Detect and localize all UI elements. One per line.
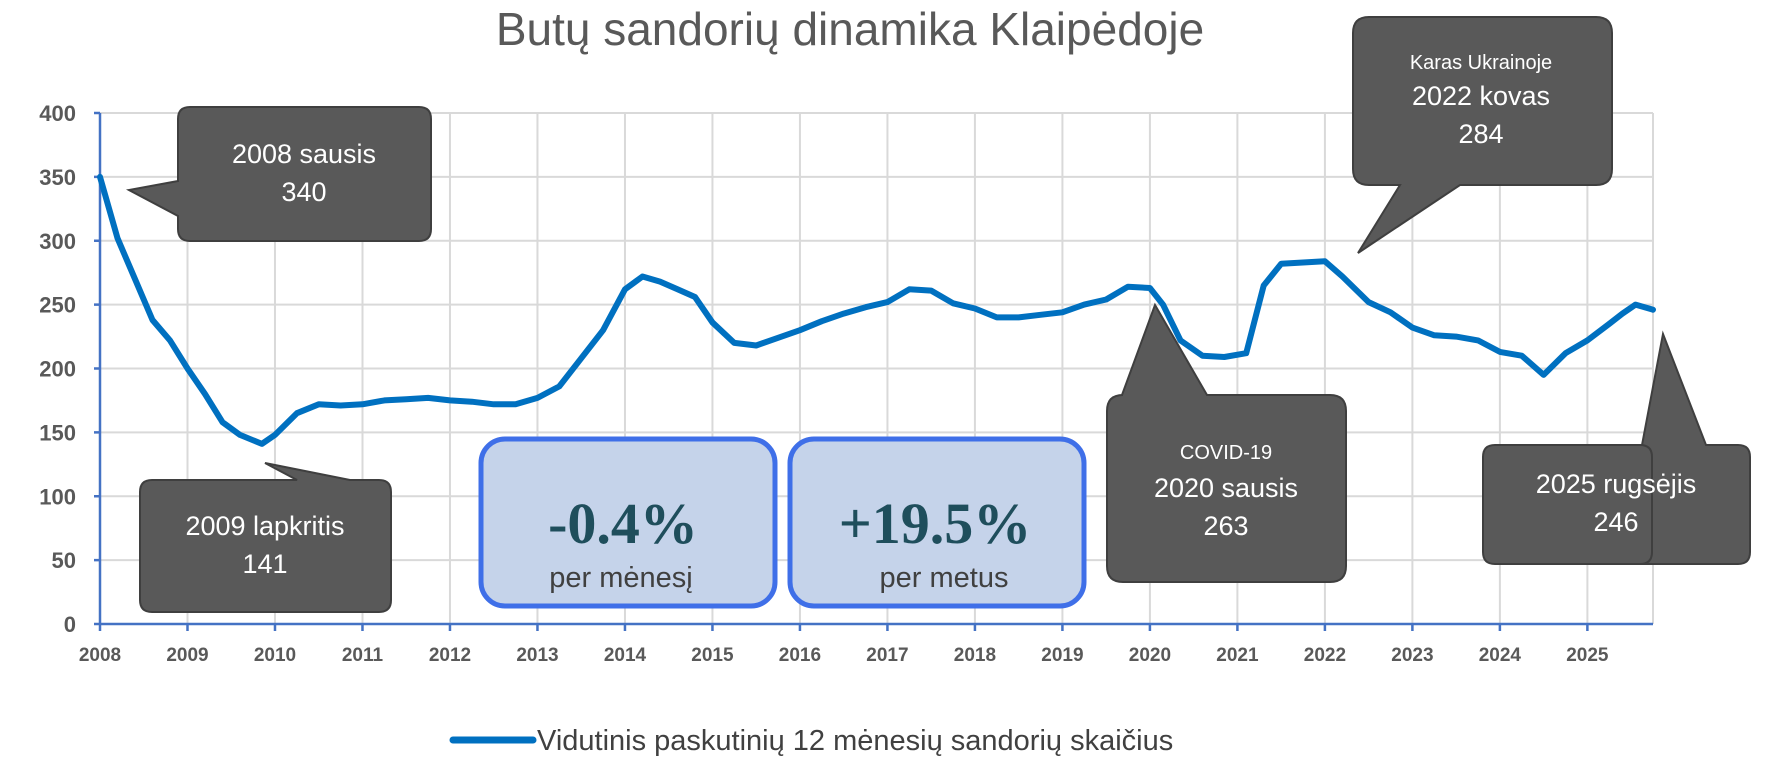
callout-2025-rugsejis: 2025 rugsėjis 246	[1482, 330, 1751, 565]
x-tick-label: 2020	[1129, 645, 1171, 666]
callout-label: 2025 rugsėjis	[1536, 469, 1697, 499]
yearly-change-label: per metus	[880, 562, 1009, 594]
x-tick-label: 2017	[866, 645, 908, 666]
y-tick-label: 250	[39, 293, 76, 318]
callout-label: 2009 lapkritis	[185, 511, 344, 541]
x-tick-label: 2019	[1041, 645, 1083, 666]
legend: Vidutinis paskutinių 12 mėnesių sandorių…	[449, 725, 1173, 757]
callout-note: Karas Ukrainoje	[1410, 52, 1552, 74]
x-tick-label: 2023	[1391, 645, 1433, 666]
yearly-change-value: +19.5%	[839, 491, 1032, 556]
series-layer	[97, 173, 1656, 447]
callout-value: 141	[242, 549, 287, 579]
callout-2020-sausis: COVID-19 2020 sausis 263	[1106, 302, 1347, 583]
x-tick-label: 2013	[516, 645, 558, 666]
x-tick-label: 2025	[1566, 645, 1609, 666]
legend-label: Vidutinis paskutinių 12 mėnesių sandorių…	[537, 725, 1173, 757]
callout-bubble	[1482, 330, 1751, 565]
x-tick-label: 2008	[79, 645, 121, 666]
callout-label: 2020 sausis	[1154, 473, 1298, 503]
callout-bubble	[125, 106, 432, 242]
monthly-change-box: -0.4% per mėnesį	[478, 436, 778, 609]
yearly-change-box-bg	[787, 436, 1087, 609]
callout-bubble	[1352, 16, 1613, 254]
x-tick-label: 2012	[429, 645, 471, 666]
callout-note: COVID-19	[1180, 442, 1272, 464]
y-tick-label: 100	[39, 484, 76, 509]
callout-bubble	[1106, 302, 1347, 583]
callout-value: 284	[1458, 119, 1503, 149]
callout-value: 263	[1203, 511, 1248, 541]
x-tick-label: 2016	[779, 645, 821, 666]
x-tick-label: 2014	[604, 645, 647, 666]
y-tick-label: 150	[39, 420, 76, 445]
x-tick-label: 2021	[1216, 645, 1259, 666]
x-tick-label: 2010	[254, 645, 296, 666]
x-tick-label: 2015	[691, 645, 734, 666]
series-line	[97, 173, 1656, 447]
monthly-change-box-bg	[478, 436, 778, 609]
callout-bubble	[139, 462, 392, 613]
x-axis-ticks: 2008 2009 2010 2011 2012 2013 2014 2015 2016 2017…	[79, 624, 1609, 666]
y-axis-ticks: 0 50 100 150 200 250 300 350 400	[39, 101, 100, 637]
x-tick-label: 2022	[1304, 645, 1346, 666]
x-tick-label: 2024	[1479, 645, 1522, 666]
y-tick-label: 400	[39, 101, 76, 126]
callout-label: 2022 kovas	[1412, 81, 1550, 111]
x-tick-label: 2018	[954, 645, 996, 666]
chart-title: Butų sandorių dinamika Klaipėdoje	[496, 3, 1204, 55]
monthly-change-label: per mėnesį	[549, 562, 692, 594]
x-tick-label: 2009	[166, 645, 208, 666]
callout-value: 246	[1593, 507, 1638, 537]
y-tick-label: 200	[39, 357, 76, 382]
monthly-change-value: -0.4%	[548, 491, 698, 556]
y-tick-label: 300	[39, 229, 76, 254]
callout-value: 340	[281, 177, 326, 207]
callout-2008-sausis: 2008 sausis 340	[125, 106, 432, 242]
callout-2009-lapkritis: 2009 lapkritis 141	[139, 462, 392, 613]
y-tick-label: 0	[64, 612, 76, 637]
yearly-change-box: +19.5% per metus	[787, 436, 1087, 609]
callout-label: 2008 sausis	[232, 139, 376, 169]
callout-2022-kovas: Karas Ukrainoje 2022 kovas 284	[1352, 16, 1613, 254]
x-tick-label: 2011	[342, 645, 384, 666]
y-tick-label: 350	[39, 165, 76, 190]
y-tick-label: 50	[52, 548, 76, 573]
